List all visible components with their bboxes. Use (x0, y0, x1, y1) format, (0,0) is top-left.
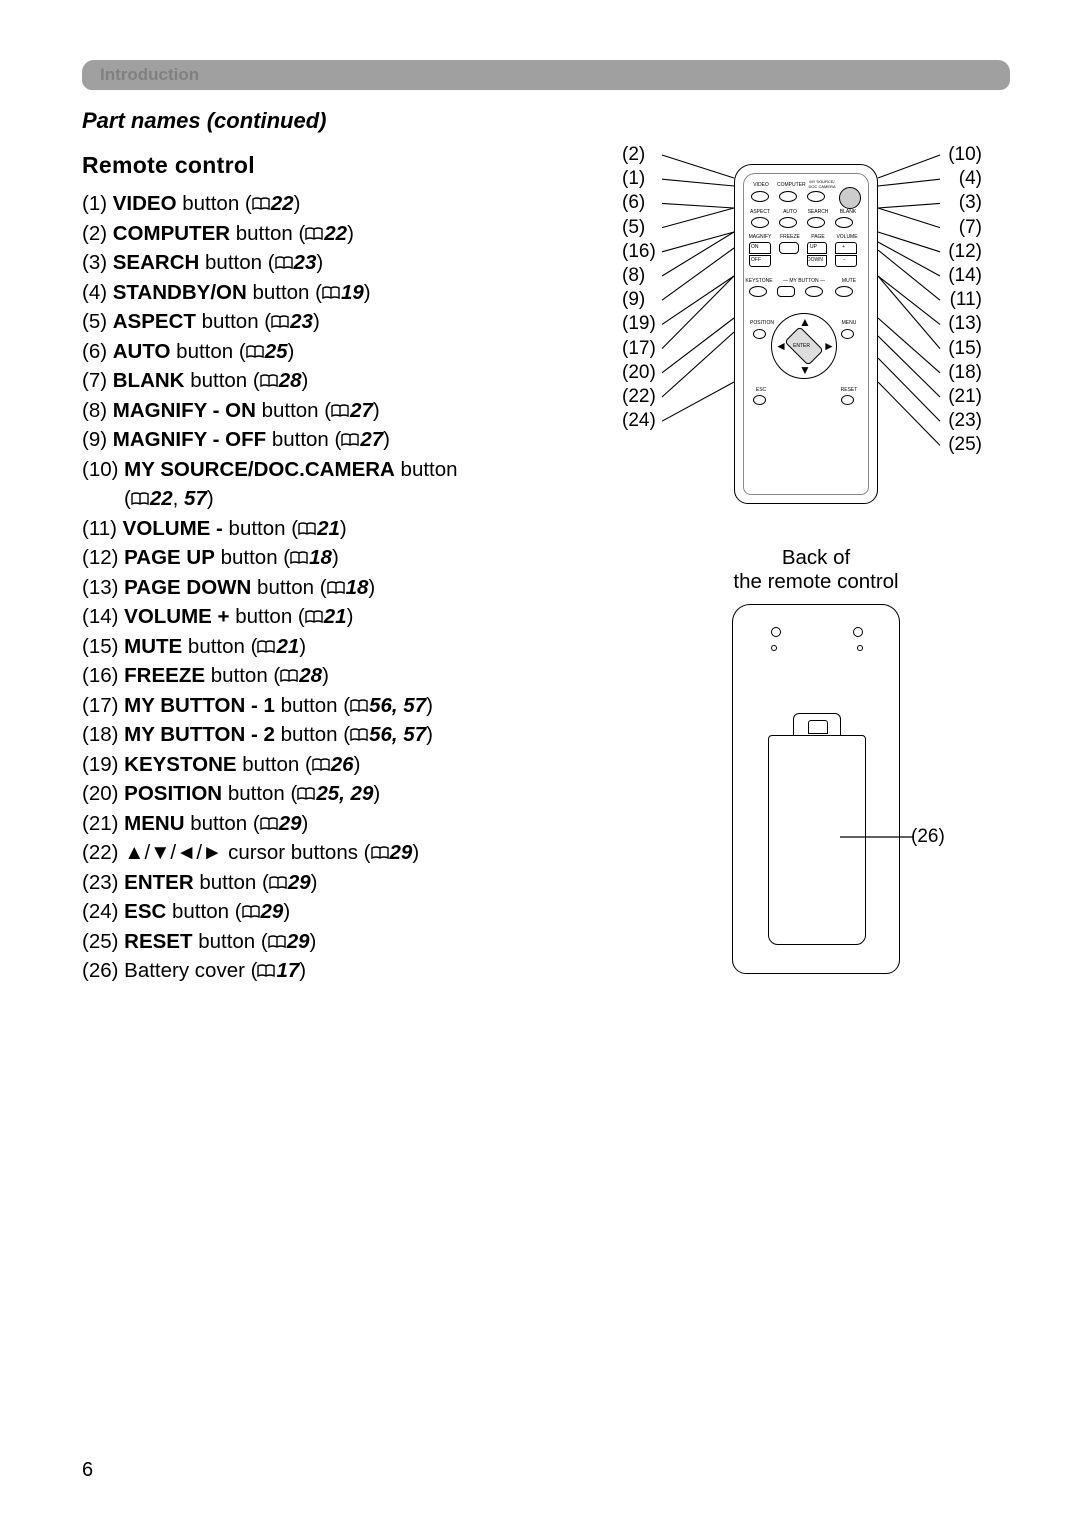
callout-left: (24) (622, 410, 656, 432)
book-icon (271, 315, 289, 329)
list-item: (14) VOLUME + button (21) (82, 602, 592, 632)
book-icon (312, 758, 330, 772)
list-item: (18) MY BUTTON - 2 button (56, 57) (82, 720, 592, 750)
list-item: (1) VIDEO button (22) (82, 189, 592, 219)
list-item: (2) COMPUTER button (22) (82, 219, 592, 249)
remote-body: VIDEO COMPUTER MY SOURCE/DOC CAMERA ASPE… (734, 164, 878, 504)
callout-right: (13) (948, 313, 982, 335)
book-icon (305, 227, 323, 241)
callout-right: (7) (959, 217, 982, 239)
callout-right: (18) (948, 362, 982, 384)
list-item: (4) STANDBY/ON button (19) (82, 278, 592, 308)
callout-right: (3) (959, 192, 982, 214)
book-icon (242, 905, 260, 919)
list-item: (3) SEARCH button (23) (82, 248, 592, 278)
list-item: (6) AUTO button (25) (82, 337, 592, 367)
callout-left: (1) (622, 168, 645, 190)
section-header-text: Introduction (100, 65, 199, 84)
list-item: (17) MY BUTTON - 1 button (56, 57) (82, 691, 592, 721)
list-item: (5) ASPECT button (23) (82, 307, 592, 337)
list-item: (19) KEYSTONE button (26) (82, 750, 592, 780)
book-icon (297, 787, 315, 801)
list-item: (16) FREEZE button (28) (82, 661, 592, 691)
book-icon (298, 522, 316, 536)
list-item: (15) MUTE button (21) (82, 632, 592, 662)
callout-left: (19) (622, 313, 656, 335)
book-icon (257, 964, 275, 978)
book-icon (280, 669, 298, 683)
callout-26: (26) (911, 826, 945, 848)
book-icon (331, 404, 349, 418)
list-item: (24) ESC button (29) (82, 897, 592, 927)
book-icon (269, 876, 287, 890)
book-icon (257, 640, 275, 654)
list-item: (26) Battery cover (17) (82, 956, 592, 986)
book-icon (260, 374, 278, 388)
book-icon (268, 935, 286, 949)
callout-right: (15) (948, 338, 982, 360)
list-item: (25) RESET button (29) (82, 927, 592, 957)
page: Introduction Part names (continued) Remo… (0, 0, 1080, 1026)
section-header-bar: Introduction (82, 60, 1010, 90)
callout-left: (17) (622, 338, 656, 360)
list-item: (11) VOLUME - button (21) (82, 514, 592, 544)
back-label: Back of the remote control (622, 546, 1010, 594)
book-icon (305, 610, 323, 624)
list-item: (20) POSITION button (25, 29) (82, 779, 592, 809)
book-icon (260, 817, 278, 831)
book-icon (341, 433, 359, 447)
callout-left: (20) (622, 362, 656, 384)
book-icon (275, 256, 293, 270)
back-diagram: (26) (706, 604, 926, 974)
book-icon (322, 286, 340, 300)
book-icon (252, 197, 270, 211)
book-icon (246, 345, 264, 359)
subtitle: Part names (continued) (82, 108, 1010, 134)
list-item: (10) MY SOURCE/DOC.CAMERA button (82, 455, 592, 485)
book-icon (371, 846, 389, 860)
callout-left: (6) (622, 192, 645, 214)
callout-left: (9) (622, 289, 645, 311)
book-icon (290, 551, 308, 565)
callout-left: (5) (622, 217, 645, 239)
callout-left: (22) (622, 386, 656, 408)
list-item: (12) PAGE UP button (18) (82, 543, 592, 573)
callout-right: (23) (948, 410, 982, 432)
section-heading: Remote control (82, 152, 592, 179)
book-icon (327, 581, 345, 595)
callout-right: (12) (948, 241, 982, 263)
list-item: (22) ▲/▼/◄/► cursor buttons (29) (82, 838, 592, 868)
list-item: (8) MAGNIFY - ON button (27) (82, 396, 592, 426)
callout-right: (10) (948, 144, 982, 166)
list-item: (7) BLANK button (28) (82, 366, 592, 396)
remote-back-body (732, 604, 900, 974)
callout-left: (16) (622, 241, 656, 263)
book-icon (350, 728, 368, 742)
remote-diagram: (2)(1)(6)(5)(16)(8)(9)(19)(17)(20)(22)(2… (622, 144, 982, 524)
list-item: (23) ENTER button (29) (82, 868, 592, 898)
callout-right: (14) (948, 265, 982, 287)
page-number: 6 (82, 1459, 93, 1482)
callout-right: (25) (948, 434, 982, 456)
callout-right: (4) (959, 168, 982, 190)
callout-left: (8) (622, 265, 645, 287)
book-icon (131, 492, 149, 506)
left-column: Remote control (1) VIDEO button (22)(2) … (82, 152, 592, 986)
list-item: (21) MENU button (29) (82, 809, 592, 839)
right-column: (2)(1)(6)(5)(16)(8)(9)(19)(17)(20)(22)(2… (622, 152, 1010, 986)
battery-cover (768, 735, 866, 945)
list-item: (13) PAGE DOWN button (18) (82, 573, 592, 603)
callout-right: (21) (948, 386, 982, 408)
item-list: (1) VIDEO button (22)(2) COMPUTER button… (82, 189, 592, 986)
list-item: (9) MAGNIFY - OFF button (27) (82, 425, 592, 455)
callout-left: (2) (622, 144, 645, 166)
book-icon (350, 699, 368, 713)
callout-right: (11) (950, 289, 982, 311)
